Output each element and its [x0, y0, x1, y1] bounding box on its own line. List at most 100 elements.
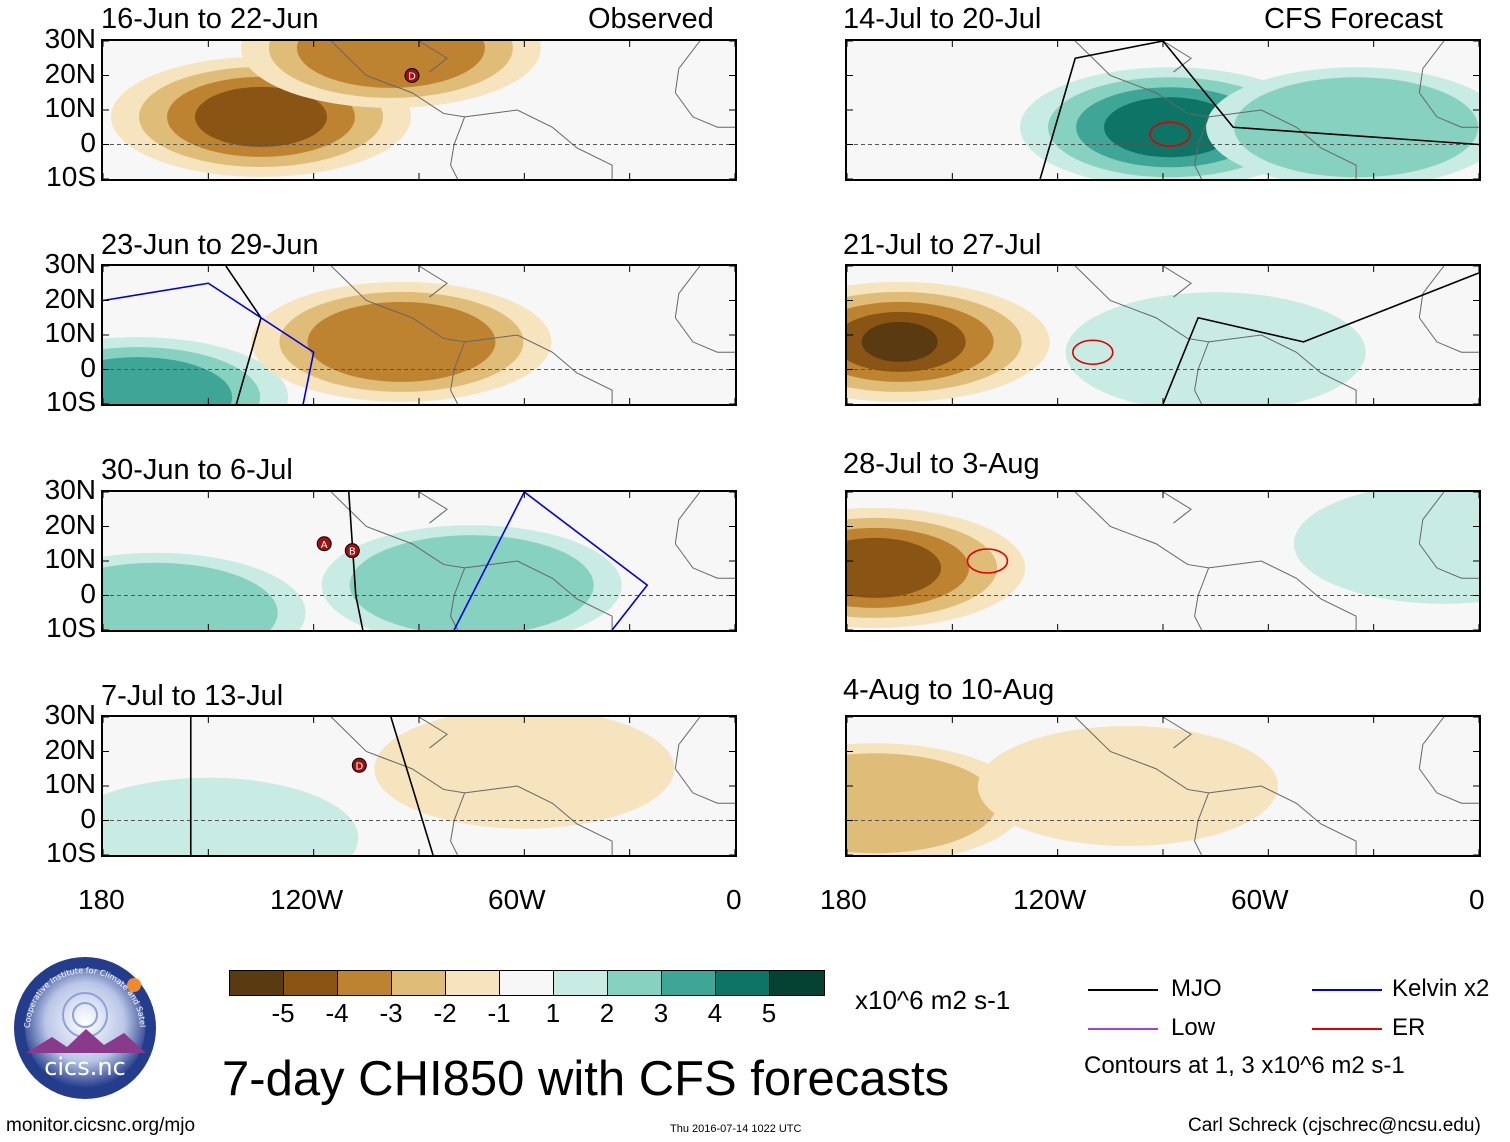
colorbar-tick-label: 5 — [761, 998, 777, 1028]
panel-title: 21-Jul to 27-Jul — [843, 229, 1042, 261]
lat-tick-label: 20N — [44, 508, 96, 540]
anomaly-contour — [847, 753, 998, 854]
map-panel-forecast-3 — [845, 490, 1481, 632]
map-panel-forecast-4 — [845, 715, 1481, 857]
coastline — [1074, 41, 1479, 179]
lat-tick-label: 10S — [46, 837, 96, 868]
lat-tick-label: 0 — [80, 126, 96, 158]
colorbar-tick-label: 3 — [653, 998, 669, 1028]
mjo-contour — [390, 717, 434, 855]
colorbar — [229, 970, 825, 996]
coastline — [330, 266, 735, 404]
er-contour — [1071, 339, 1114, 366]
colorbar-swatch — [608, 971, 662, 995]
panel-title: 28-Jul to 3-Aug — [843, 448, 1040, 480]
legend-label-kelvin: Kelvin x2 — [1392, 975, 1490, 1002]
colorbar-tick-label: 4 — [707, 998, 723, 1028]
colorbar-swatch — [284, 971, 338, 995]
colorbar-swatch — [770, 971, 824, 995]
colorbar-swatch — [338, 971, 392, 995]
map-panel-observed-2 — [101, 264, 737, 406]
lon-tick-label: 60W — [488, 884, 546, 915]
colorbar-swatch — [230, 971, 284, 995]
colorbar-tick-label: -1 — [487, 998, 511, 1028]
mjo-contour — [347, 492, 364, 630]
colorbar-tick-label: -4 — [325, 998, 349, 1028]
colorbar-swatch — [662, 971, 716, 995]
map-panel-observed-4: D — [101, 715, 737, 857]
colorbar-tick-label: -2 — [433, 998, 457, 1028]
lat-tick-label: 10S — [46, 612, 96, 643]
storm-marker — [351, 757, 367, 773]
anomaly-contour — [861, 321, 938, 362]
coastline — [330, 492, 735, 630]
lat-tick-label: 10N — [44, 317, 96, 348]
storm-marker — [316, 536, 332, 552]
anomaly-contour — [103, 562, 278, 630]
storm-label: A — [321, 540, 328, 551]
panel-title: 7-Jul to 13-Jul — [101, 680, 284, 712]
anomaly-contour — [977, 726, 1278, 846]
anomaly-contour — [103, 777, 359, 855]
anomaly-contour — [1234, 77, 1479, 178]
legend-line-kelvin — [1312, 989, 1382, 991]
anomaly-contour — [1293, 492, 1479, 604]
cics-logo: Cooperative Institute for Climate and Sa… — [12, 955, 156, 1099]
mjo-contour — [1162, 272, 1479, 404]
lat-tick-label: 10S — [46, 161, 96, 192]
lat-tick-label: 10N — [44, 543, 96, 574]
panel-title: 30-Jun to 6-Jul — [101, 454, 293, 486]
lat-tick-label: 30N — [44, 23, 96, 54]
footer-author: Carl Schreck (cjschrec@ncsu.edu) — [1188, 1115, 1481, 1136]
er-contour — [966, 548, 1009, 574]
lat-tick-label: 20N — [44, 57, 96, 89]
storm-label: B — [349, 547, 356, 558]
colorbar-swatch — [716, 971, 770, 995]
anomaly-contour — [307, 301, 496, 382]
lat-tick-label: 10S — [46, 386, 96, 417]
coastline — [1074, 492, 1479, 630]
footer-timestamp: Thu 2016-07-14 1022 UTC — [670, 1123, 802, 1135]
anomaly-contour — [847, 537, 942, 598]
legend-line-mjo — [1088, 989, 1158, 991]
lon-tick-label: 120W — [1013, 884, 1087, 915]
legend-line-er — [1312, 1028, 1382, 1030]
anomaly-contour — [103, 357, 233, 404]
map-panel-observed-1: D — [101, 39, 737, 181]
footer-url: monitor.cicsnc.org/mjo — [6, 1115, 196, 1136]
legend-label-er: ER — [1392, 1014, 1426, 1041]
anomaly-contour — [349, 535, 594, 630]
panel-title: 16-Jun to 22-Jun — [101, 3, 319, 35]
kelvin-contour — [103, 282, 315, 404]
lon-tick-label: 180 — [78, 884, 125, 915]
units-label: x10^6 m2 s-1 — [855, 985, 1011, 1015]
legend-label-low: Low — [1171, 1014, 1216, 1041]
lat-tick-label: 10N — [44, 768, 96, 799]
observed-label: Observed — [588, 3, 714, 35]
storm-label: D — [408, 72, 416, 83]
coastline — [330, 717, 735, 855]
panel-title: 4-Aug to 10-Aug — [843, 674, 1055, 706]
panel-title: 14-Jul to 20-Jul — [843, 3, 1042, 35]
storm-label: D — [355, 761, 363, 772]
storm-marker — [344, 543, 360, 559]
colorbar-tick-label: -5 — [271, 998, 295, 1028]
lat-tick-label: 0 — [80, 577, 96, 609]
lat-tick-label: 30N — [44, 474, 96, 505]
colorbar-tick-label: -3 — [379, 998, 403, 1028]
anomaly-contour — [1104, 97, 1237, 158]
kelvin-contour — [453, 492, 649, 630]
storm-marker — [404, 68, 420, 83]
mjo-contour — [1039, 41, 1479, 179]
coastline — [330, 41, 735, 179]
colorbar-swatch — [446, 971, 500, 995]
colorbar-tick-label: 1 — [545, 998, 561, 1028]
map-panel-forecast-2 — [845, 264, 1481, 406]
coastline — [1074, 717, 1479, 855]
lon-tick-label: 60W — [1231, 884, 1289, 915]
anomaly-contour — [195, 86, 327, 147]
lat-tick-label: 0 — [80, 802, 96, 834]
anomaly-contour — [1065, 292, 1366, 404]
legend-label-mjo: MJO — [1171, 975, 1222, 1002]
